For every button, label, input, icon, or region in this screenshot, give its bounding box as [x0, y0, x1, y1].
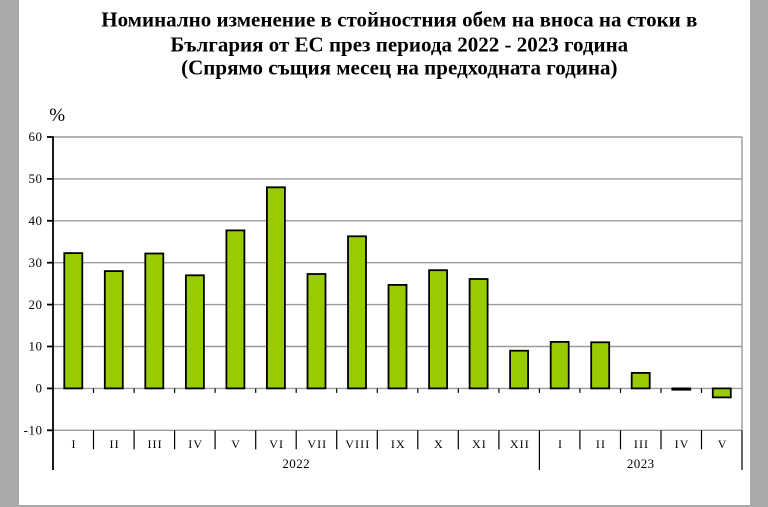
svg-text:IV: IV	[188, 437, 203, 451]
svg-text:V: V	[231, 437, 241, 451]
svg-text:III: III	[634, 437, 649, 451]
svg-text:IX: IX	[391, 437, 406, 451]
svg-text:X: X	[434, 437, 444, 451]
svg-text:50: 50	[29, 171, 43, 186]
svg-text:IV: IV	[675, 437, 690, 451]
svg-text:40: 40	[29, 213, 43, 228]
svg-text:0: 0	[36, 381, 43, 396]
svg-text:10: 10	[29, 339, 43, 354]
svg-text:20: 20	[29, 297, 43, 312]
svg-text:2022: 2022	[282, 456, 310, 471]
svg-text:I: I	[72, 437, 77, 451]
svg-text:VII: VII	[307, 437, 327, 451]
svg-text:60: 60	[29, 129, 43, 144]
svg-text:XI: XI	[472, 437, 487, 451]
svg-text:II: II	[596, 437, 606, 451]
svg-text:%: %	[49, 105, 65, 126]
svg-text:I: I	[558, 437, 563, 451]
svg-text:2023: 2023	[627, 456, 655, 471]
svg-text:(Спрямо същия месец на предход: (Спрямо същия месец на предходната годин…	[181, 56, 617, 80]
svg-text:II: II	[109, 437, 119, 451]
svg-text:V: V	[718, 437, 728, 451]
svg-text:-10: -10	[24, 423, 43, 438]
svg-text:III: III	[147, 437, 162, 451]
svg-text:VI: VI	[269, 437, 284, 451]
svg-text:VIII: VIII	[345, 437, 370, 451]
svg-text:България от ЕС през периода 20: България от ЕС през периода 2022 - 2023 …	[170, 33, 628, 57]
svg-text:Номинално изменение в стойност: Номинално изменение в стойностния обем н…	[101, 8, 697, 32]
svg-text:XII: XII	[510, 437, 530, 451]
svg-text:30: 30	[29, 255, 43, 270]
